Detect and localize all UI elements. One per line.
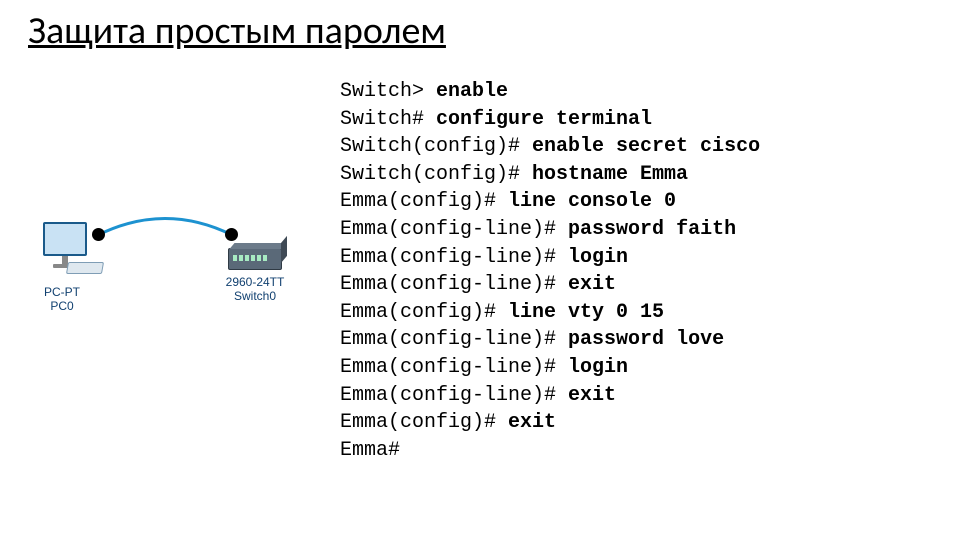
cli-command: line console 0 — [508, 190, 676, 213]
cli-output: Switch> enableSwitch# configure terminal… — [340, 78, 760, 464]
cli-line: Emma(config-line)# password faith — [340, 216, 760, 244]
cli-prompt: Emma(config)# — [340, 301, 508, 324]
cli-command: login — [568, 246, 628, 269]
switch-icon — [225, 248, 285, 270]
cli-line: Emma(config)# line vty 0 15 — [340, 299, 760, 327]
cli-prompt: Emma(config-line)# — [340, 328, 568, 351]
keyboard-icon — [66, 262, 104, 274]
page-title: Защита простым паролем — [28, 8, 446, 54]
switch-ports-icon — [233, 255, 267, 261]
cli-prompt: Switch(config)# — [340, 163, 532, 186]
cli-command: password love — [568, 328, 724, 351]
cli-prompt: Switch> — [340, 80, 436, 103]
cli-line: Switch(config)# hostname Emma — [340, 161, 760, 189]
cli-prompt: Emma(config-line)# — [340, 384, 568, 407]
cli-prompt: Emma(config-line)# — [340, 218, 568, 241]
cli-command: configure terminal — [436, 108, 652, 131]
cli-line: Emma(config)# line console 0 — [340, 188, 760, 216]
cli-line: Switch> enable — [340, 78, 760, 106]
cli-line: Emma(config)# exit — [340, 409, 760, 437]
cli-line: Emma(config-line)# login — [340, 354, 760, 382]
pc-label: PC-PT PC0 — [26, 285, 98, 314]
cli-command: enable secret cisco — [532, 135, 760, 158]
switch-label: 2960-24TT Switch0 — [212, 275, 298, 304]
cli-line: Emma# — [340, 437, 760, 465]
cli-prompt: Emma(config)# — [340, 411, 508, 434]
slide: Защита простым паролем PC-PT PC0 2960-24… — [0, 0, 960, 540]
cable-endpoint-left-icon — [92, 228, 105, 241]
cli-prompt: Emma(config-line)# — [340, 273, 568, 296]
cli-line: Switch# configure terminal — [340, 106, 760, 134]
cli-prompt: Emma(config-line)# — [340, 246, 568, 269]
cli-command: line vty 0 15 — [508, 301, 664, 324]
monitor-icon — [43, 222, 87, 256]
cli-command: enable — [436, 80, 508, 103]
network-topology: PC-PT PC0 2960-24TT Switch0 — [30, 200, 320, 350]
console-cable — [85, 210, 240, 260]
cli-command: login — [568, 356, 628, 379]
cli-command: hostname Emma — [532, 163, 688, 186]
cli-prompt: Emma(config-line)# — [340, 356, 568, 379]
cli-prompt: Switch# — [340, 108, 436, 131]
cli-prompt: Emma(config)# — [340, 190, 508, 213]
cli-command: exit — [568, 273, 616, 296]
cli-line: Emma(config-line)# exit — [340, 382, 760, 410]
cli-command: password faith — [568, 218, 736, 241]
switch-body — [228, 248, 282, 270]
cable-curve-icon — [85, 210, 245, 260]
cli-line: Switch(config)# enable secret cisco — [340, 133, 760, 161]
cli-line: Emma(config-line)# login — [340, 244, 760, 272]
cli-prompt: Emma# — [340, 439, 400, 462]
cli-line: Emma(config-line)# password love — [340, 326, 760, 354]
cli-command: exit — [508, 411, 556, 434]
cli-command: exit — [568, 384, 616, 407]
cable-endpoint-right-icon — [225, 228, 238, 241]
cli-prompt: Switch(config)# — [340, 135, 532, 158]
cli-line: Emma(config-line)# exit — [340, 271, 760, 299]
